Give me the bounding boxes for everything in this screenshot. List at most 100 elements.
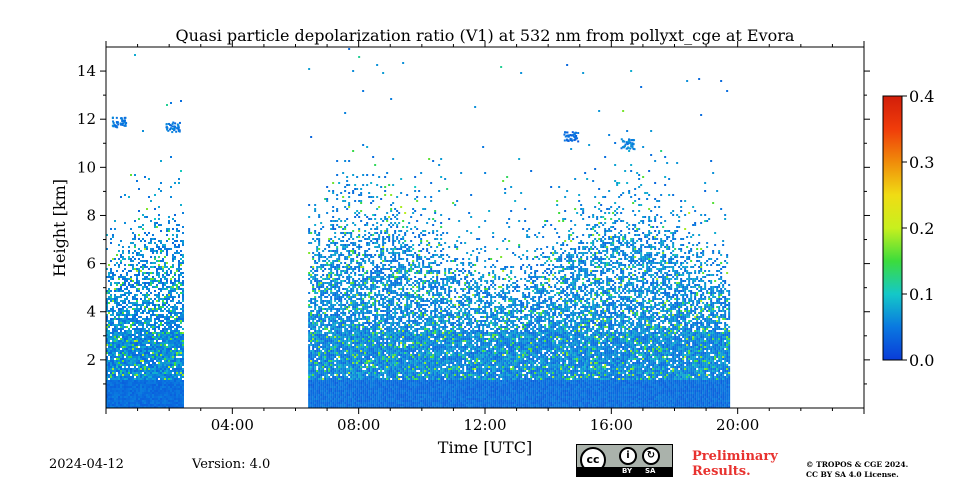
heatmap-cell	[344, 332, 347, 334]
heatmap-cell	[152, 394, 154, 396]
heatmap-cell	[360, 398, 363, 400]
heatmap-cell	[348, 350, 351, 352]
heatmap-cell	[138, 280, 140, 282]
heatmap-cell	[140, 292, 142, 294]
heatmap-cell	[308, 316, 311, 318]
heatmap-cell	[344, 248, 347, 250]
heatmap-cell	[110, 242, 112, 244]
heatmap-cell	[170, 280, 172, 282]
heatmap-cell	[310, 406, 313, 408]
heatmap-cell	[364, 396, 367, 398]
heatmap-cell	[154, 404, 156, 406]
heatmap-cell	[378, 386, 381, 388]
heatmap-cell	[364, 332, 367, 334]
heatmap-cell	[356, 188, 359, 190]
heatmap-cell	[316, 262, 319, 264]
heatmap-cell	[148, 366, 150, 368]
heatmap-cell	[174, 246, 176, 248]
heatmap-cell	[138, 328, 140, 330]
heatmap-cell	[134, 384, 136, 386]
heatmap-cell	[134, 400, 136, 402]
heatmap-cell	[332, 344, 335, 346]
heatmap-cell	[148, 242, 150, 244]
heatmap-cell	[332, 390, 335, 392]
heatmap-cell	[136, 344, 138, 346]
heatmap-cell	[140, 396, 142, 398]
heatmap-cell	[354, 330, 357, 332]
heatmap-cell	[118, 250, 120, 252]
heatmap-cell	[116, 290, 118, 292]
heatmap-cell	[344, 342, 347, 344]
heatmap-cell	[326, 372, 329, 374]
heatmap-cell	[328, 344, 331, 346]
heatmap-cell	[168, 378, 170, 380]
heatmap-cell	[162, 294, 164, 296]
heatmap-cell	[362, 382, 365, 384]
heatmap-cell	[326, 364, 329, 366]
heatmap-cell	[130, 370, 132, 372]
heatmap-cell	[144, 244, 146, 246]
heatmap-cell	[338, 266, 341, 268]
heatmap-cell	[324, 350, 327, 352]
heatmap-cell	[332, 266, 335, 268]
heatmap-cell	[314, 290, 317, 292]
heatmap-cell	[316, 278, 319, 280]
heatmap-cell	[360, 298, 363, 300]
heatmap-cell	[342, 310, 345, 312]
heatmap-cell	[366, 184, 369, 186]
heatmap-cell	[176, 344, 178, 346]
heatmap-cell	[178, 372, 180, 374]
heatmap-cell	[120, 380, 122, 382]
heatmap-cell	[358, 286, 361, 288]
heatmap-cell	[356, 368, 359, 370]
heatmap-cell	[338, 384, 341, 386]
heatmap-cell	[358, 234, 361, 236]
heatmap-cell	[338, 380, 341, 382]
heatmap-cell	[140, 376, 142, 378]
heatmap-cell	[124, 354, 126, 356]
heatmap-cell	[154, 322, 156, 324]
heatmap-cell	[368, 384, 371, 386]
heatmap-cell	[356, 246, 359, 248]
heatmap-cell	[366, 354, 369, 356]
heatmap-cell	[378, 286, 381, 288]
heatmap-cell	[120, 274, 122, 276]
heatmap-cell	[130, 372, 132, 374]
heatmap-cell	[338, 390, 341, 392]
heatmap-cell	[330, 220, 333, 222]
heatmap-cell	[314, 388, 317, 390]
heatmap-cell	[364, 374, 367, 376]
heatmap-cell	[366, 216, 369, 218]
chart-title: Quasi particle depolarization ratio (V1)…	[176, 26, 795, 45]
heatmap-cell	[346, 246, 349, 248]
heatmap-cell	[374, 246, 377, 248]
heatmap-cell	[134, 296, 136, 298]
heatmap-cell	[352, 242, 355, 244]
heatmap-cell	[106, 382, 108, 384]
heatmap-cell	[140, 394, 142, 396]
heatmap-cell	[160, 396, 162, 398]
heatmap-cell	[338, 364, 341, 366]
heatmap-cell	[362, 324, 365, 326]
heatmap-cell	[156, 366, 158, 368]
heatmap-cell	[142, 398, 144, 400]
heatmap-cell	[134, 282, 136, 284]
heatmap-cell	[182, 256, 184, 258]
heatmap-cell	[378, 372, 381, 374]
heatmap-cell	[166, 278, 168, 280]
heatmap-cell	[338, 334, 341, 336]
heatmap-cell	[164, 288, 166, 290]
heatmap-cell	[130, 378, 132, 380]
heatmap-cell	[364, 336, 367, 338]
heatmap-cell	[110, 270, 112, 272]
heatmap-cell	[170, 390, 172, 392]
heatmap-cell	[338, 290, 341, 292]
heatmap-cell	[348, 256, 351, 258]
heatmap-cell	[334, 388, 337, 390]
heatmap-cell	[348, 364, 351, 366]
heatmap-cell	[126, 392, 128, 394]
heatmap-cell	[372, 334, 375, 336]
heatmap-cell	[340, 252, 343, 254]
heatmap-cell	[148, 298, 150, 300]
heatmap-cell	[334, 376, 337, 378]
